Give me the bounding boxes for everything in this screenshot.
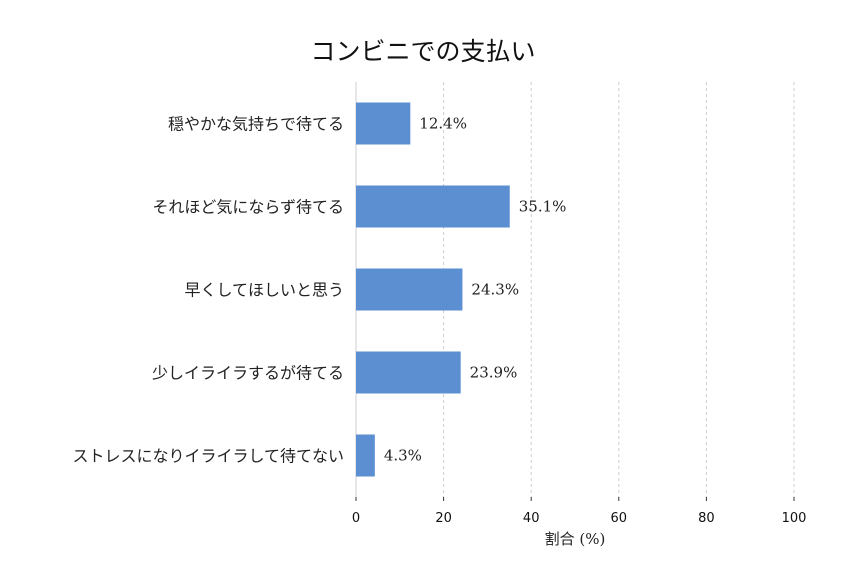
x-tick-label: 100 xyxy=(782,511,807,526)
category-label: それほど気にならず待てる xyxy=(152,198,344,217)
bar xyxy=(356,351,461,394)
value-label: 35.1% xyxy=(519,198,567,216)
bar xyxy=(356,185,510,228)
x-tick-label: 80 xyxy=(698,511,715,526)
value-label: 4.3% xyxy=(384,447,422,465)
category-label: 穏やかな気持ちで待てる xyxy=(168,115,344,134)
x-tick-label: 60 xyxy=(611,511,628,526)
category-labels: 穏やかな気持ちで待てるそれほど気にならず待てる早くしてほしいと思う少しイライラす… xyxy=(72,115,344,466)
value-label: 24.3% xyxy=(471,281,519,299)
x-tick-label: 40 xyxy=(523,511,540,526)
category-label: 少しイライラするが待てる xyxy=(152,364,344,383)
x-axis-ticks: 0 20 40 60 80 100 xyxy=(352,497,807,526)
x-tick-label: 0 xyxy=(352,511,360,526)
value-labels: 12.4% 35.1% 24.3% 23.9% 4.3% xyxy=(384,115,567,465)
chart-title: コンビニでの支払い xyxy=(310,37,535,66)
bars xyxy=(356,102,510,477)
x-axis-label: 割合 (%) xyxy=(545,530,606,548)
category-label: 早くしてほしいと思う xyxy=(184,281,344,300)
value-label: 23.9% xyxy=(470,364,518,382)
category-label: ストレスになりイライラして待てない xyxy=(72,447,344,466)
bar xyxy=(356,102,411,145)
value-label: 12.4% xyxy=(419,115,467,133)
bar xyxy=(356,268,463,311)
x-tick-label: 20 xyxy=(435,511,452,526)
bar xyxy=(356,434,375,477)
